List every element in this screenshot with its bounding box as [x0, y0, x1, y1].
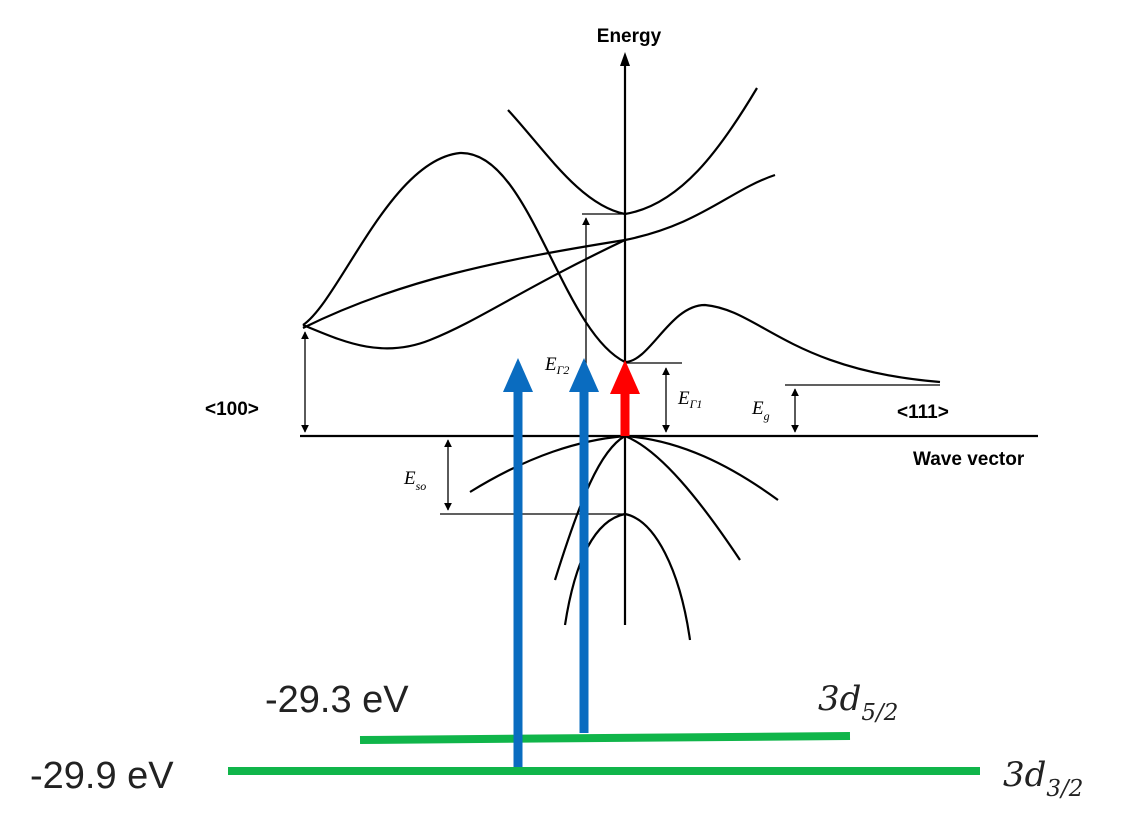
valence-band-light-hole	[553, 434, 741, 581]
core-level-3d52-line	[359, 732, 851, 744]
transition-arrow-3d32-head	[503, 358, 533, 392]
conduction-band-L-valley	[302, 151, 941, 384]
energy-axis-label: Energy	[597, 26, 662, 47]
core-level-3d52-energy: -29.3 eV	[265, 679, 409, 721]
e-gamma1-label: EΓ1	[677, 388, 702, 411]
core-level-3d52-orbital: 3d5/2	[818, 679, 898, 726]
direction-100-label: <100>	[205, 399, 259, 420]
valence-band-split-off	[563, 512, 692, 641]
e-g-label: Eg	[751, 398, 770, 423]
conduction-band-X-valley	[302, 239, 626, 350]
transition-arrow-3d52-head	[569, 358, 599, 392]
e-so-label: Eso	[403, 468, 426, 493]
energy-axis-arrowhead	[620, 52, 630, 66]
direction-111-label: <111>	[897, 402, 949, 423]
conduction-band-gamma2-flat	[302, 173, 776, 329]
transition-arrow-band-gap-head	[610, 360, 640, 394]
e-gamma2-label: EΓ2	[544, 354, 569, 377]
core-level-3d32-orbital: 3d3/2	[1003, 755, 1083, 802]
core-level-3d32-energy: -29.9 eV	[30, 755, 174, 797]
wave-vector-axis-label: Wave vector	[913, 449, 1025, 470]
conduction-band-gamma2-upper	[507, 87, 758, 216]
